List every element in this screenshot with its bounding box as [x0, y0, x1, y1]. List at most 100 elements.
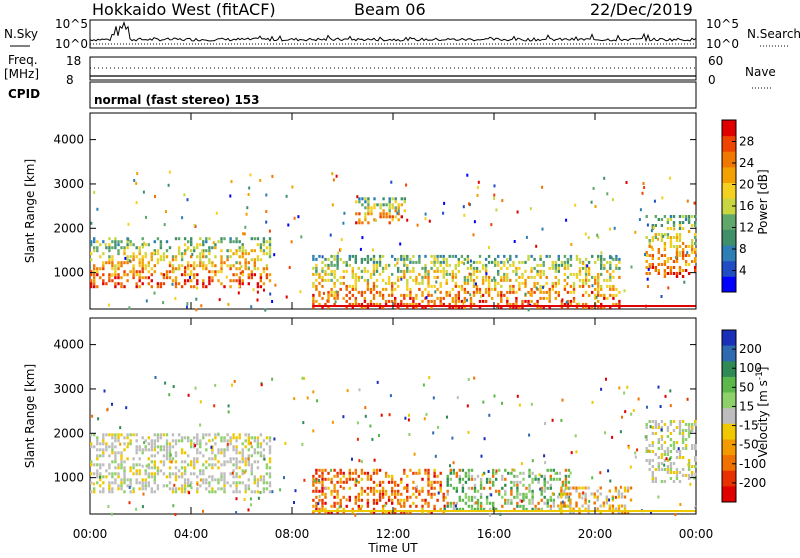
- echo-cell: [247, 478, 250, 482]
- echo-cell: [694, 224, 697, 227]
- echo-cell: [472, 290, 476, 294]
- echo-cell: [153, 472, 156, 476]
- echo-cell: [433, 284, 436, 288]
- echo-cell: [102, 252, 105, 256]
- echo-cell: [533, 266, 536, 270]
- echo-cell: [199, 451, 202, 455]
- echo-cell: [424, 305, 427, 309]
- echo-cell: [111, 442, 114, 446]
- echo-cell: [265, 193, 268, 197]
- echo-cell: [357, 480, 360, 484]
- echo-cell: [211, 438, 214, 442]
- echo-cell: [238, 490, 241, 494]
- echo-cell: [476, 193, 479, 197]
- echo-cell: [694, 459, 697, 462]
- echo-cell: [609, 272, 612, 276]
- echo-cell: [659, 405, 662, 408]
- echo-cell: [387, 278, 391, 282]
- echo-cell: [252, 288, 255, 292]
- echo-cell: [629, 486, 633, 490]
- echo-cell: [274, 283, 277, 287]
- echo-cell: [120, 487, 123, 491]
- echo-cell: [253, 261, 256, 265]
- echo-cell: [372, 287, 376, 291]
- colorbar-segment: [722, 213, 736, 230]
- echo-cell: [117, 249, 120, 253]
- echo-cell: [388, 209, 391, 213]
- echo-cell: [527, 299, 530, 303]
- echo-cell: [223, 460, 226, 464]
- echo-cell: [318, 507, 321, 511]
- echo-cell: [111, 490, 114, 494]
- echo-cell: [654, 453, 657, 456]
- echo-cell: [211, 270, 214, 274]
- echo-cell: [174, 285, 178, 289]
- echo-cell: [519, 504, 522, 508]
- echo-cell: [518, 305, 521, 309]
- echo-cell: [283, 476, 285, 480]
- echo-cell: [339, 468, 342, 472]
- echo-cell: [666, 257, 670, 260]
- echo-cell: [669, 245, 673, 248]
- echo-cell: [223, 478, 226, 482]
- echo-cell: [569, 263, 573, 267]
- echo-cell: [564, 486, 568, 490]
- colorbar-tick-label: 20: [739, 178, 754, 192]
- echo-cell: [427, 501, 430, 505]
- echo-cell: [451, 305, 454, 309]
- echo-cell: [144, 252, 147, 256]
- echo-cell: [468, 272, 471, 276]
- echo-cell: [138, 472, 141, 476]
- echo-cell: [516, 474, 519, 478]
- echo-cell: [524, 269, 527, 273]
- echo-cell: [467, 378, 470, 381]
- echo-cell: [551, 492, 554, 496]
- echo-cell: [530, 266, 533, 270]
- echo-cell: [312, 272, 315, 276]
- echo-cell: [339, 275, 342, 279]
- echo-cell: [543, 477, 546, 481]
- echo-cell: [442, 510, 445, 514]
- echo-cell: [500, 296, 503, 300]
- echo-cell: [387, 480, 391, 484]
- echo-cell: [220, 475, 223, 479]
- echo-cell: [557, 263, 560, 267]
- echo-cell: [196, 264, 199, 268]
- echo-cell: [406, 257, 409, 261]
- echo-cell: [333, 474, 336, 478]
- echo-cell: [645, 215, 648, 218]
- echo-cell: [381, 293, 385, 297]
- echo-cell: [563, 492, 566, 496]
- echo-cell: [208, 484, 211, 488]
- y-tick-label: 1000: [53, 266, 84, 280]
- echo-cell: [421, 278, 424, 282]
- echo-cell: [232, 252, 235, 256]
- echo-cell: [187, 463, 190, 467]
- echo-cell: [369, 287, 373, 291]
- echo-cell: [575, 272, 579, 276]
- echo-cell: [454, 281, 457, 285]
- echo-cell: [460, 299, 464, 303]
- echo-cell: [126, 243, 129, 247]
- echo-cell: [436, 296, 439, 300]
- echo-cell: [193, 472, 196, 476]
- echo-cell: [358, 459, 361, 463]
- echo-cell: [351, 266, 354, 270]
- echo-cell: [364, 215, 367, 219]
- echo-cell: [400, 269, 403, 273]
- echo-cell: [484, 290, 488, 294]
- echo-cell: [394, 492, 397, 496]
- echo-cell: [644, 435, 647, 439]
- echo-cell: [599, 504, 602, 508]
- echo-cell: [487, 281, 491, 285]
- echo-cell: [238, 451, 241, 455]
- echo-cell: [232, 279, 235, 283]
- echo-cell: [554, 269, 557, 273]
- echo-cell: [208, 279, 211, 283]
- echo-cell: [500, 260, 503, 264]
- echo-cell: [156, 484, 160, 488]
- echo-cell: [342, 495, 345, 499]
- echo-cell: [394, 299, 397, 303]
- echo-cell: [457, 293, 460, 297]
